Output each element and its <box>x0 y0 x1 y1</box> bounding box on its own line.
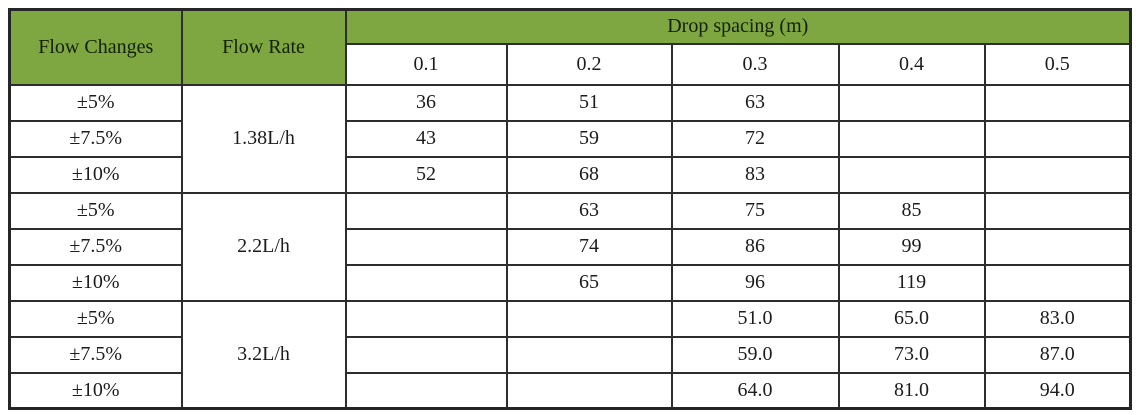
spacing-col-header-0.1: 0.1 <box>344 42 508 86</box>
flow-rate-cell-2.2: 2.2L/h <box>180 191 347 302</box>
data-cell <box>344 263 508 302</box>
data-cell <box>983 191 1132 230</box>
data-cell <box>344 335 508 374</box>
data-cell <box>505 335 673 374</box>
spacing-col-header-0.2: 0.2 <box>505 42 673 86</box>
data-cell: 87.0 <box>983 335 1132 374</box>
data-cell: 63 <box>505 191 673 230</box>
table-row: ±7.5% 74 86 99 <box>8 227 1132 266</box>
flow-change-cell: ±7.5% <box>8 119 183 158</box>
data-cell: 59 <box>505 119 673 158</box>
data-cell: 36 <box>344 83 508 122</box>
data-cell: 119 <box>837 263 986 302</box>
data-cell <box>505 371 673 410</box>
data-cell: 43 <box>344 119 508 158</box>
table-row: ±10% 65 96 119 <box>8 263 1132 302</box>
table-row: ±5% 3.2L/h 51.0 65.0 83.0 <box>8 299 1132 410</box>
data-cell: 99 <box>837 227 986 266</box>
data-cell: 51.0 <box>670 299 840 338</box>
drop-spacing-table: Flow Changes Flow Rate Drop spacing (m) … <box>8 8 1133 410</box>
flow-change-cell: ±5% <box>8 299 183 338</box>
data-cell: 74 <box>505 227 673 266</box>
data-cell <box>344 299 508 338</box>
data-cell <box>983 83 1132 122</box>
data-cell <box>344 227 508 266</box>
data-cell: 52 <box>344 155 508 194</box>
data-cell <box>505 299 673 338</box>
data-cell <box>344 371 508 410</box>
table-row: ±5% 1.38L/h 36 51 63 <box>8 83 1132 194</box>
flow-change-cell: ±10% <box>8 371 183 410</box>
spacing-col-header-0.4: 0.4 <box>837 42 986 86</box>
data-cell <box>983 119 1132 158</box>
data-cell: 73.0 <box>837 335 986 374</box>
data-cell: 86 <box>670 227 840 266</box>
flow-change-cell: ±5% <box>8 83 183 122</box>
data-cell <box>344 191 508 230</box>
data-cell: 65.0 <box>837 299 986 338</box>
data-cell <box>837 83 986 122</box>
data-cell: 96 <box>670 263 840 302</box>
table-row: ±7.5% 43 59 72 <box>8 119 1132 158</box>
data-cell: 75 <box>670 191 840 230</box>
flow-change-cell: ±7.5% <box>8 227 183 266</box>
data-cell: 72 <box>670 119 840 158</box>
data-cell <box>837 155 986 194</box>
data-cell <box>983 227 1132 266</box>
data-cell: 63 <box>670 83 840 122</box>
table-row: ±5% 2.2L/h 63 75 85 <box>8 191 1132 302</box>
data-cell <box>983 263 1132 302</box>
flow-change-cell: ±5% <box>8 191 183 230</box>
data-cell: 51 <box>505 83 673 122</box>
flow-change-cell: ±7.5% <box>8 335 183 374</box>
flow-rate-cell-1.38: 1.38L/h <box>180 83 347 194</box>
spacing-col-header-0.5: 0.5 <box>983 42 1132 86</box>
data-cell: 65 <box>505 263 673 302</box>
table-row: ±10% 52 68 83 <box>8 155 1132 194</box>
header-flow-rate: Flow Rate <box>180 8 347 86</box>
data-cell: 59.0 <box>670 335 840 374</box>
data-cell: 81.0 <box>837 371 986 410</box>
data-cell: 68 <box>505 155 673 194</box>
data-cell: 85 <box>837 191 986 230</box>
data-cell: 64.0 <box>670 371 840 410</box>
spacing-col-header-0.3: 0.3 <box>670 42 840 86</box>
data-cell <box>983 155 1132 194</box>
data-cell: 83.0 <box>983 299 1132 338</box>
header-drop-spacing: Drop spacing (m) <box>344 8 1132 45</box>
data-cell: 94.0 <box>983 371 1132 410</box>
data-cell: 83 <box>670 155 840 194</box>
flow-change-cell: ±10% <box>8 155 183 194</box>
flow-change-cell: ±10% <box>8 263 183 302</box>
flow-rate-cell-3.2: 3.2L/h <box>180 299 347 410</box>
table-row: ±10% 64.0 81.0 94.0 <box>8 371 1132 410</box>
header-flow-changes: Flow Changes <box>8 8 183 86</box>
data-cell <box>837 119 986 158</box>
table-row: ±7.5% 59.0 73.0 87.0 <box>8 335 1132 374</box>
